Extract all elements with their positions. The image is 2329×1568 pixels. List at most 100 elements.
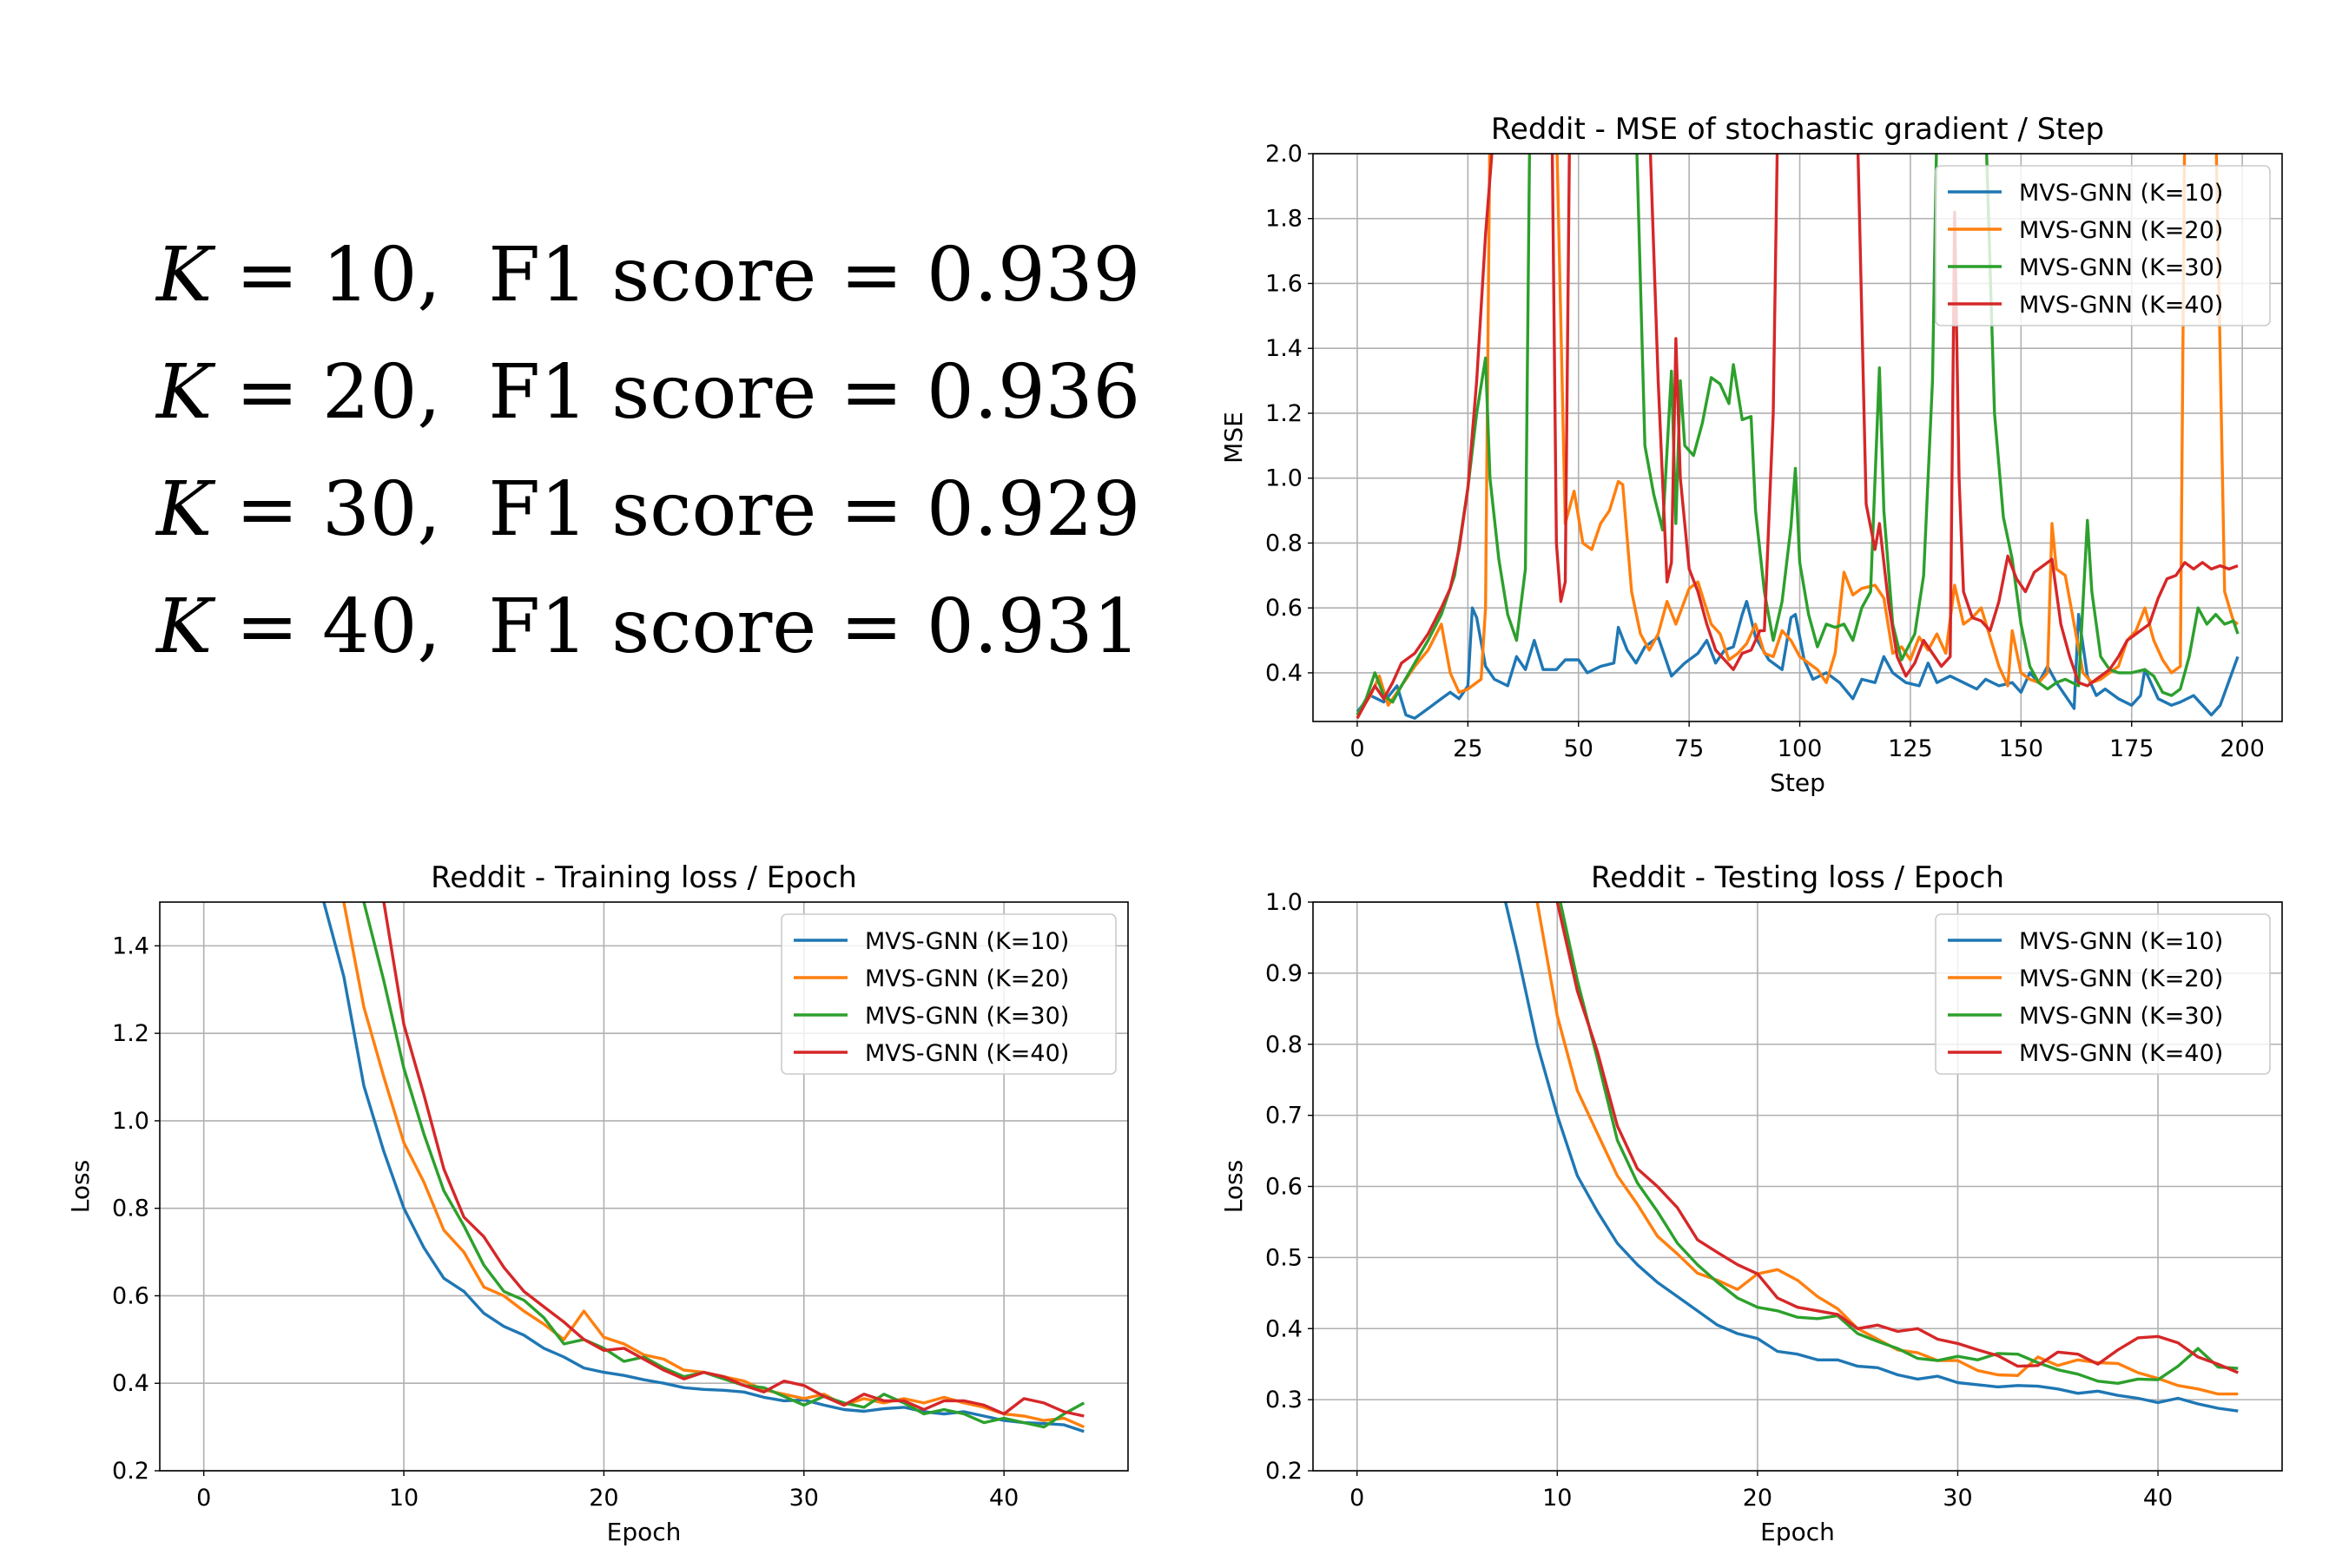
legend-label: MVS-GNN (K=20) [865,965,1069,992]
x-tick-label: 0 [1349,735,1364,762]
y-tick-label: 0.7 [1265,1103,1303,1130]
y-tick-label: 0.8 [1265,1031,1303,1058]
x-tick-label: 25 [1453,735,1482,762]
legend-label: MVS-GNN (K=10) [2019,180,2223,207]
equation-text: = 40, F1 score = 0.931 [212,583,1141,670]
y-tick-label: 2.0 [1265,141,1303,168]
x-tick-label: 75 [1674,735,1704,762]
y-tick-label: 0.8 [112,1196,149,1222]
equation-variable: K [156,349,213,436]
series-line-mvs-gnn-k-30- [1356,154,2240,716]
series-line-mvs-gnn-k-20- [1535,902,2239,1396]
y-tick-label: 1.6 [1265,270,1303,297]
chart-title: Reddit - Testing loss / Epoch [1591,860,2004,895]
legend: MVS-GNN (K=10) MVS-GNN (K=20) MVS-GNN (K=3… [1935,165,2271,326]
y-tick-label: 0.4 [112,1370,149,1397]
legend-label: MVS-GNN (K=10) [2019,928,2223,955]
y-axis-label: Loss [66,1160,95,1213]
y-tick-label: 0.6 [1265,1174,1303,1201]
y-tick-label: 0.6 [112,1282,149,1309]
x-tick-label: 125 [1888,735,1933,762]
series-line-mvs-gnn-k-30- [1559,902,2239,1385]
x-tick-label: 10 [1542,1485,1572,1512]
chart-1: 0 10 20 30 40 0.2 0.4 0.6 0.8 1.0 1.2 1.4 Reddit - T… [66,860,1129,1546]
x-tick-label: 100 [1778,735,1823,762]
legend-label: MVS-GNN (K=40) [2019,1040,2223,1067]
series-line-mvs-gnn-k-10- [1503,902,2239,1413]
equation-text: = 20, F1 score = 0.936 [212,349,1141,436]
y-tick-label: 0.2 [1265,1458,1303,1485]
y-tick-label: 0.9 [1265,960,1303,987]
legend-box [781,913,1117,1075]
legend-label: MVS-GNN (K=30) [2019,254,2223,281]
series-line-mvs-gnn-k-30- [362,902,1085,1429]
f1-score-equations: K = 10, F1 score = 0.939 K = 20, F1 scor… [156,217,1140,686]
legend-box [1935,913,2271,1075]
equation-variable: K [156,232,213,319]
series-group [1356,154,2240,720]
y-tick-label: 1.2 [1265,400,1303,427]
equation-k10: K = 10, F1 score = 0.939 [156,217,1140,334]
series-group [1503,902,2239,1413]
equation-text: = 10, F1 score = 0.939 [212,232,1141,319]
x-tick-label: 20 [1743,1485,1772,1512]
y-tick-label: 1.0 [112,1108,149,1135]
equation-text: = 30, F1 score = 0.929 [212,466,1141,553]
y-tick-label: 0.4 [1265,660,1303,687]
y-tick-label: 0.2 [112,1458,149,1485]
y-tick-label: 0.3 [1265,1387,1303,1413]
legend-label: MVS-GNN (K=10) [865,928,1069,955]
legend-label: MVS-GNN (K=30) [2019,1003,2223,1030]
y-tick-label: 0.6 [1265,595,1303,622]
series-line-mvs-gnn-k-40- [382,902,1085,1418]
equation-k20: K = 20, F1 score = 0.936 [156,334,1140,451]
legend-label: MVS-GNN (K=20) [2019,965,2223,992]
y-tick-label: 1.8 [1265,206,1303,233]
y-tick-label: 1.4 [112,932,149,959]
x-tick-label: 30 [789,1485,819,1512]
legend-box [1935,165,2271,326]
y-tick-label: 1.0 [1265,889,1303,916]
x-tick-label: 40 [2143,1485,2173,1512]
x-tick-label: 40 [989,1485,1019,1512]
x-tick-label: 0 [196,1485,211,1512]
legend-label: MVS-GNN (K=20) [2019,217,2223,244]
legend: MVS-GNN (K=10) MVS-GNN (K=20) MVS-GNN (K=3… [1935,913,2271,1075]
legend-label: MVS-GNN (K=40) [865,1040,1069,1067]
y-tick-label: 0.4 [1265,1315,1303,1342]
legend-label: MVS-GNN (K=40) [2019,292,2223,319]
x-tick-label: 175 [2109,735,2154,762]
chart-2: 0 10 20 30 40 0.2 0.3 0.4 0.5 0.6 0.7 0.8 0.9 1.0 Redd… [1219,860,2283,1546]
y-tick-label: 1.4 [1265,335,1303,362]
x-tick-label: 20 [589,1485,618,1512]
x-tick-label: 200 [2220,735,2265,762]
y-axis-label: MSE [1219,412,1248,464]
y-tick-label: 1.2 [112,1020,149,1047]
axes-frame [1312,153,2283,722]
axes-frame [159,901,1129,1472]
x-tick-label: 30 [1943,1485,1972,1512]
y-axis-label: Loss [1219,1160,1248,1213]
y-tick-label: 1.0 [1265,465,1303,492]
equation-k40: K = 40, F1 score = 0.931 [156,569,1140,686]
series-group [322,902,1085,1433]
series-line-mvs-gnn-k-40- [1555,902,2239,1374]
equation-variable: K [156,466,213,553]
y-tick-label: 0.8 [1265,530,1303,557]
axes-frame [1312,901,2283,1472]
series-line-mvs-gnn-k-10- [1356,600,2240,720]
x-tick-label: 150 [1999,735,2044,762]
x-tick-label: 10 [389,1485,419,1512]
chart-0: 0 25 50 75 100 125 150 175 200 0.4 0.6 0.8 1.0 1.2 1.4… [1219,112,2283,797]
x-tick-label: 0 [1349,1485,1364,1512]
x-tick-label: 50 [1564,735,1593,762]
x-axis-label: Epoch [607,1518,682,1546]
x-axis-label: Step [1770,768,1825,797]
chart-title: Reddit - Training loss / Epoch [431,860,857,895]
legend: MVS-GNN (K=10) MVS-GNN (K=20) MVS-GNN (K=3… [781,913,1117,1075]
series-line-mvs-gnn-k-40- [1356,154,2239,720]
legend-label: MVS-GNN (K=30) [865,1003,1069,1030]
equation-k30: K = 30, F1 score = 0.929 [156,451,1140,569]
chart-title: Reddit - MSE of stochastic gradient / St… [1491,112,2104,147]
